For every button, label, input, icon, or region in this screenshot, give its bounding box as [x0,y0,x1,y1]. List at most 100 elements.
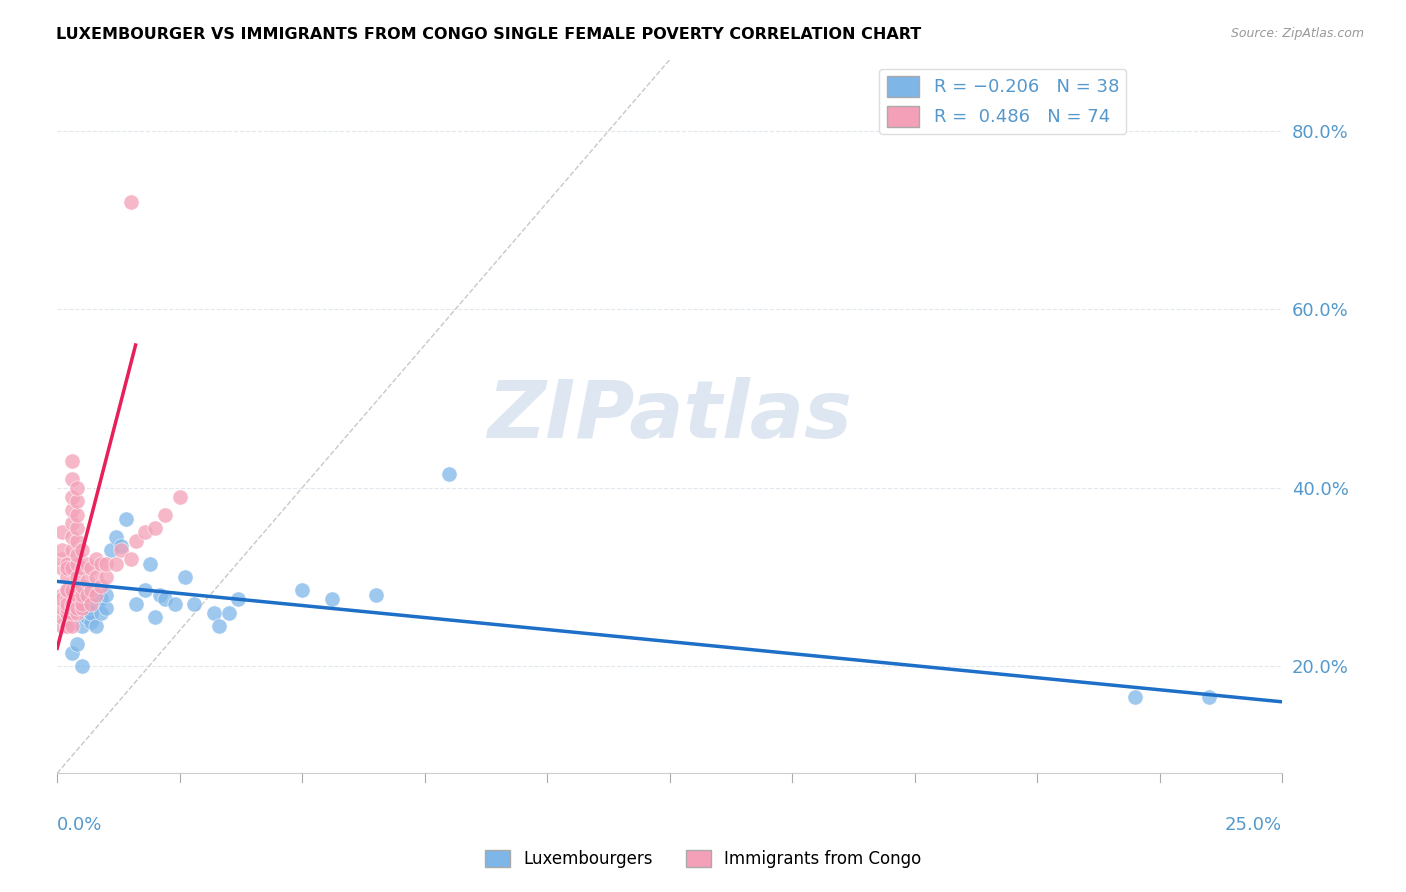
Point [110,543,132,558]
Point [1123,690,1146,705]
Point [80,615,103,629]
Point [51,525,73,540]
Point [66,481,89,495]
Point [60,561,83,575]
Point [51,601,73,615]
Point [56,597,79,611]
Point [96,601,118,615]
Point [66,494,89,508]
Point [96,570,118,584]
Point [60,601,83,615]
Point [60,619,83,633]
Point [66,570,89,584]
Point [90,557,112,571]
Point [66,534,89,549]
Point [153,592,176,607]
Point [76,557,98,571]
Point [90,606,112,620]
Point [66,508,89,522]
Point [70,659,93,673]
Point [51,552,73,566]
Point [163,597,186,611]
Point [86,619,108,633]
Point [66,588,89,602]
Point [66,521,89,535]
Point [208,619,231,633]
Point [60,646,83,660]
Point [124,534,146,549]
Point [76,610,98,624]
Point [110,539,132,553]
Point [153,508,176,522]
Text: 0.0%: 0.0% [58,816,103,834]
Point [60,597,83,611]
Point [51,610,73,624]
Point [80,561,103,575]
Point [70,561,93,575]
Point [70,588,93,602]
Point [70,543,93,558]
Point [124,597,146,611]
Text: Source: ZipAtlas.com: Source: ZipAtlas.com [1230,27,1364,40]
Legend: Luxembourgers, Immigrants from Congo: Luxembourgers, Immigrants from Congo [478,843,928,875]
Point [66,548,89,562]
Point [80,606,103,620]
Point [104,530,127,544]
Point [364,588,387,602]
Point [51,619,73,633]
Point [56,561,79,575]
Point [51,592,73,607]
Point [66,557,89,571]
Point [56,606,79,620]
Point [80,597,103,611]
Point [76,574,98,589]
Point [76,588,98,602]
Point [56,619,79,633]
Point [114,512,136,526]
Point [60,503,83,517]
Point [437,467,460,482]
Point [202,606,225,620]
Point [86,552,108,566]
Point [70,597,93,611]
Point [70,601,93,615]
Point [86,570,108,584]
Point [173,570,195,584]
Point [60,472,83,486]
Point [56,583,79,598]
Point [228,592,250,607]
Point [143,610,166,624]
Point [134,583,156,598]
Point [90,592,112,607]
Point [1198,690,1220,705]
Point [51,588,73,602]
Point [60,530,83,544]
Point [56,570,79,584]
Point [66,606,89,620]
Point [66,601,89,615]
Text: LUXEMBOURGER VS IMMIGRANTS FROM CONGO SINGLE FEMALE POVERTY CORRELATION CHART: LUXEMBOURGER VS IMMIGRANTS FROM CONGO SI… [56,27,921,42]
Point [56,606,79,620]
Point [96,588,118,602]
Point [70,619,93,633]
Point [90,579,112,593]
Point [143,521,166,535]
Point [183,597,205,611]
Point [96,557,118,571]
Point [70,579,93,593]
Point [291,583,314,598]
Point [169,490,191,504]
Point [70,597,93,611]
Point [60,490,83,504]
Point [80,583,103,598]
Point [56,583,79,598]
Point [139,557,162,571]
Point [56,619,79,633]
Point [60,606,83,620]
Point [60,583,83,598]
Point [218,606,240,620]
Point [60,543,83,558]
Point [51,543,73,558]
Point [100,543,122,558]
Point [56,592,79,607]
